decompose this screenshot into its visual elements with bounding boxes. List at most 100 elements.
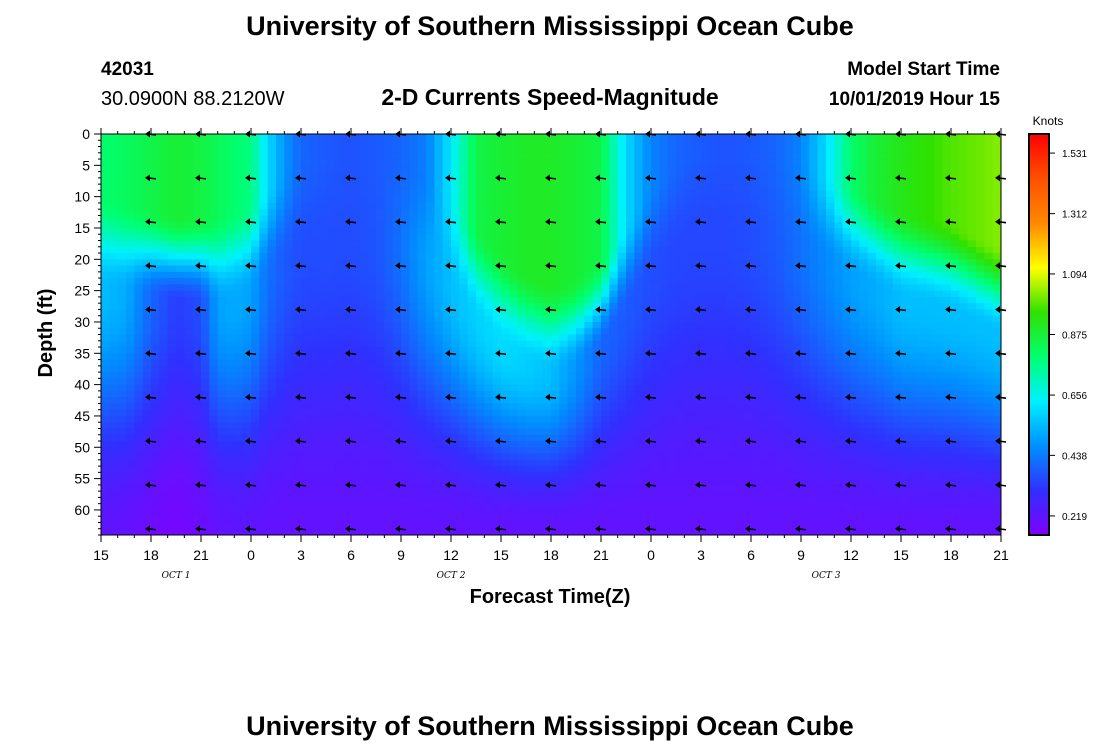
heatmap-cell <box>692 315 702 323</box>
heatmap-cell <box>526 209 535 217</box>
heatmap-cell <box>651 466 660 473</box>
heatmap-cell <box>434 372 444 379</box>
heatmap-cell <box>409 265 419 273</box>
heatmap-cell <box>559 246 569 254</box>
heatmap-cell <box>359 177 369 185</box>
heatmap-cell <box>301 234 310 242</box>
heatmap-cell <box>167 234 177 242</box>
heatmap-cell <box>134 528 144 535</box>
heatmap-cell <box>242 484 252 492</box>
heatmap-cell <box>609 353 619 361</box>
heatmap-cell <box>376 303 385 311</box>
heatmap-cell <box>542 522 552 530</box>
heatmap-cell <box>642 202 652 210</box>
heatmap-cell <box>334 347 344 354</box>
heatmap-cell <box>609 472 619 480</box>
heatmap-cell <box>584 271 594 279</box>
heatmap-cell <box>242 240 252 248</box>
heatmap-cell <box>526 190 535 198</box>
heatmap-cell <box>101 497 110 505</box>
heatmap-cell <box>492 472 502 480</box>
heatmap-cell <box>401 296 410 304</box>
heatmap-cell <box>276 246 285 254</box>
heatmap-cell <box>151 409 160 417</box>
heatmap-cell <box>376 290 385 298</box>
heatmap-cell <box>267 215 277 223</box>
heatmap-cell <box>409 303 419 311</box>
heatmap-cell <box>551 171 560 179</box>
heatmap-cell <box>467 259 477 267</box>
heatmap-cell <box>692 516 702 524</box>
heatmap-cell <box>526 290 535 298</box>
heatmap-cell <box>559 296 569 304</box>
heatmap-cell <box>134 290 144 298</box>
heatmap-cell <box>326 140 335 148</box>
heatmap-cell <box>734 184 744 191</box>
heatmap-cell <box>417 303 427 311</box>
heatmap-cell <box>717 409 727 417</box>
heatmap-cell <box>209 497 219 505</box>
heatmap-cell <box>409 459 419 467</box>
heatmap-cell <box>401 321 410 329</box>
heatmap-cell <box>384 177 394 185</box>
heatmap-cell <box>651 184 660 191</box>
heatmap-cell <box>217 234 227 242</box>
heatmap-cell <box>192 134 202 141</box>
heatmap-cell <box>509 409 519 417</box>
heatmap-cell <box>184 240 194 248</box>
heatmap-cell <box>392 384 402 392</box>
heatmap-cell <box>509 459 519 467</box>
heatmap-cell <box>742 472 752 480</box>
heatmap-cell <box>326 184 335 191</box>
heatmap-cell <box>267 240 277 248</box>
heatmap-cell <box>192 196 202 204</box>
heatmap-cell <box>576 134 585 141</box>
heatmap-cell <box>459 209 469 217</box>
heatmap-cell <box>517 378 527 386</box>
heatmap-cell <box>426 334 435 342</box>
heatmap-cell <box>534 340 544 348</box>
heatmap-cell <box>667 278 677 285</box>
heatmap-cell <box>601 516 610 524</box>
heatmap-cell <box>326 484 335 492</box>
heatmap-cell <box>659 271 669 279</box>
heatmap-cell <box>634 503 644 511</box>
heatmap-cell <box>517 290 527 298</box>
heatmap-cell <box>584 516 594 524</box>
heatmap-cell <box>259 466 269 473</box>
heatmap-cell <box>742 497 752 505</box>
heatmap-cell <box>134 159 144 166</box>
heatmap-cell <box>251 215 260 223</box>
heatmap-cell <box>392 278 402 285</box>
heatmap-cell <box>426 321 435 329</box>
heatmap-cell <box>401 303 410 311</box>
heatmap-cell <box>434 184 444 191</box>
heatmap-cell <box>576 365 585 373</box>
heatmap-cell <box>309 284 319 292</box>
heatmap-cell <box>459 447 469 455</box>
heatmap-cell <box>576 466 585 473</box>
heatmap-cell <box>717 271 727 279</box>
heatmap-cell <box>459 459 469 467</box>
heatmap-cell <box>309 190 319 198</box>
heatmap-cell <box>201 271 210 279</box>
heatmap-cell <box>192 365 202 373</box>
heatmap-cell <box>517 491 527 499</box>
heatmap-cell <box>142 459 152 467</box>
heatmap-cell <box>476 284 485 292</box>
heatmap-cell <box>309 397 319 405</box>
heatmap-cell <box>709 165 719 173</box>
heatmap-cell <box>317 165 327 173</box>
heatmap-cell <box>651 353 660 361</box>
heatmap-cell <box>451 422 460 430</box>
heatmap-cell <box>276 321 285 329</box>
heatmap-cell <box>676 441 685 448</box>
heatmap-cell <box>667 528 677 535</box>
heatmap-cell <box>417 409 427 417</box>
heatmap-cell <box>534 215 544 223</box>
heatmap-cell <box>551 415 560 423</box>
heatmap-cell <box>301 509 310 517</box>
heatmap-cell <box>292 140 302 148</box>
heatmap-cell <box>384 284 394 292</box>
heatmap-cell <box>126 491 135 499</box>
